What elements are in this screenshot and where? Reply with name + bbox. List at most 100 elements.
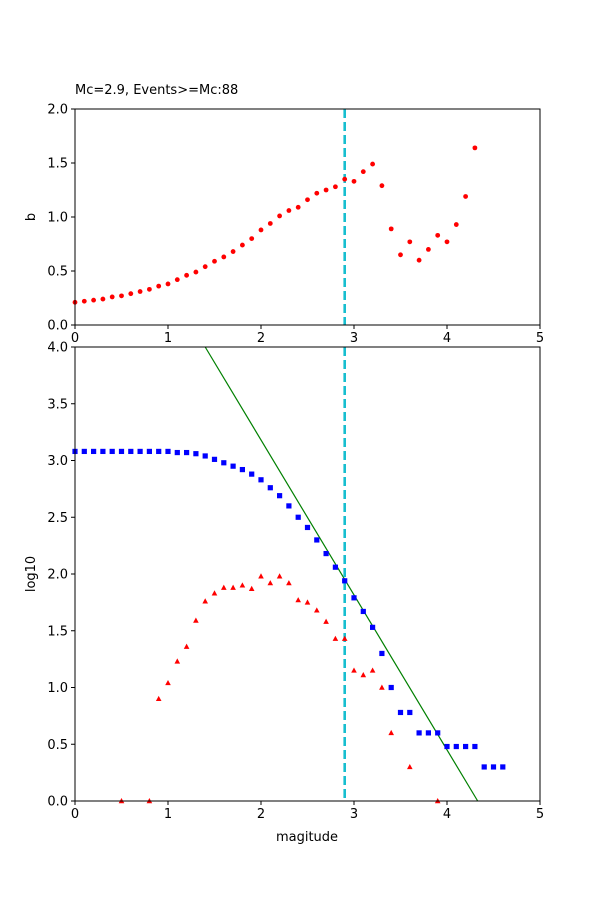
bottom-ytick-label: 4.0: [47, 341, 68, 356]
top-ytick-label: 0.5: [47, 265, 68, 280]
top-data-point: [81, 298, 87, 304]
top-data-point: [267, 221, 273, 226]
bottom-data-point-triangle: [323, 618, 329, 624]
top-ytick-label: 1.5: [47, 157, 68, 172]
top-data-point: [444, 239, 450, 245]
bottom-ytick-label: 0.0: [47, 795, 68, 810]
bottom-data-point-triangle: [295, 597, 301, 603]
top-data-point: [463, 194, 468, 199]
bottom-ytick-label: 3.5: [47, 397, 68, 412]
bottom-data-point-triangle: [230, 584, 236, 590]
top-data-point: [193, 269, 199, 275]
top-data-point: [370, 161, 375, 167]
bottom-data-point-square: [146, 448, 152, 455]
bottom-data-point-square: [388, 684, 394, 691]
bottom-xtick-label: 1: [164, 807, 172, 822]
b-value-panel: Mc=2.9, Events>=Mc:88 b 0 1 2 3 4 5 0.0 0.5 1.0 1…: [24, 83, 544, 346]
top-data-point: [407, 239, 413, 245]
top-data-point: [212, 258, 217, 264]
bottom-data-point-triangle: [248, 585, 255, 591]
top-data-point: [230, 249, 236, 254]
bottom-data-point-triangle: [183, 643, 190, 649]
bottom-data-point-triangle: [369, 667, 376, 673]
bottom-data-point-square: [239, 466, 245, 473]
top-data-point: [342, 176, 348, 182]
bottom-data-point-square: [416, 730, 422, 736]
top-data-point: [221, 254, 227, 260]
bottom-data-point-triangle: [379, 684, 385, 690]
top-data-point: [333, 184, 338, 190]
top-data-point: [323, 187, 329, 193]
top-data-point: [249, 236, 255, 242]
frequency-magnitude-panel: magitude log10 0 1 2 3 4 5 0.0 0.5 1.0 1.5 2.0 2.5 3…: [24, 341, 544, 846]
top-data-point: [435, 232, 441, 238]
bottom-data-point-square: [472, 743, 478, 750]
bottom-data-point-square: [128, 448, 134, 455]
top-data-point: [398, 252, 403, 258]
bottom-chart-ylabel: log10: [24, 556, 39, 592]
top-data-point: [379, 183, 385, 189]
bottom-data-point-square: [295, 514, 301, 520]
bottom-data-point-square: [453, 743, 459, 750]
top-data-point: [426, 247, 431, 252]
bottom-data-point-square: [286, 503, 292, 509]
top-xtick-label: 5: [536, 331, 544, 346]
top-data-point: [305, 197, 310, 203]
top-data-point: [314, 190, 320, 196]
top-data-point: [165, 281, 171, 287]
bottom-data-point-square: [267, 485, 273, 491]
bottom-data-point-square: [211, 456, 218, 462]
bottom-data-point-triangle: [286, 580, 292, 586]
bottom-data-point-square: [379, 650, 385, 657]
bottom-data-point-square: [444, 743, 450, 750]
top-data-point: [240, 242, 245, 248]
top-data-point: [388, 226, 394, 232]
bottom-data-point-triangle: [341, 635, 348, 641]
bottom-data-point-square: [258, 477, 264, 483]
bottom-data-point-square: [156, 448, 162, 455]
top-ytick-label: 1.0: [47, 211, 68, 226]
bottom-data-point-triangle: [193, 617, 199, 623]
bottom-data-point-square: [490, 764, 497, 770]
top-data-point: [100, 296, 106, 302]
bottom-chart-xlabel: magitude: [276, 830, 338, 845]
bottom-data-point-square: [91, 448, 97, 455]
top-data-point: [286, 208, 292, 213]
bottom-data-point-square: [118, 448, 125, 455]
bottom-data-point-triangle: [202, 598, 208, 604]
bottom-data-point-square: [100, 448, 106, 455]
top-data-point: [91, 297, 96, 303]
top-data-point: [258, 227, 264, 233]
bottom-data-point-square: [463, 743, 469, 750]
bottom-data-point-square: [193, 451, 199, 457]
bottom-xtick-label: 0: [71, 807, 79, 822]
top-xtick-label: 2: [257, 331, 265, 346]
bottom-data-point-triangle: [332, 635, 339, 641]
top-data-point: [156, 283, 162, 289]
top-xtick-label: 0: [71, 331, 79, 346]
top-data-point: [174, 277, 180, 283]
bottom-data-point-square: [184, 449, 190, 456]
top-chart-ylabel: b: [24, 213, 39, 221]
bottom-ytick-label: 2.5: [47, 511, 68, 526]
bottom-plot-frame: [74, 346, 541, 802]
bottom-ytick-label: 3.0: [47, 454, 68, 469]
bottom-data-point-square: [81, 448, 87, 455]
bottom-data-point-triangle: [165, 679, 171, 686]
bottom-data-point-square: [435, 730, 441, 736]
top-data-point: [416, 257, 422, 263]
bottom-data-point-square: [323, 550, 329, 557]
top-data-point: [109, 294, 115, 300]
bottom-data-point-square: [249, 471, 255, 477]
top-xtick-label: 1: [164, 331, 172, 346]
bottom-data-point-square: [360, 608, 366, 615]
bottom-data-point-square: [202, 453, 208, 459]
top-data-point: [147, 286, 152, 292]
bottom-ytick-label: 1.5: [47, 624, 68, 639]
top-ytick-label: 0.0: [47, 319, 68, 334]
top-ytick-label: 2.0: [47, 103, 68, 118]
bottom-xtick-label: 3: [350, 807, 358, 822]
bottom-data-point-triangle: [211, 590, 218, 596]
bottom-data-point-triangle: [388, 729, 394, 736]
